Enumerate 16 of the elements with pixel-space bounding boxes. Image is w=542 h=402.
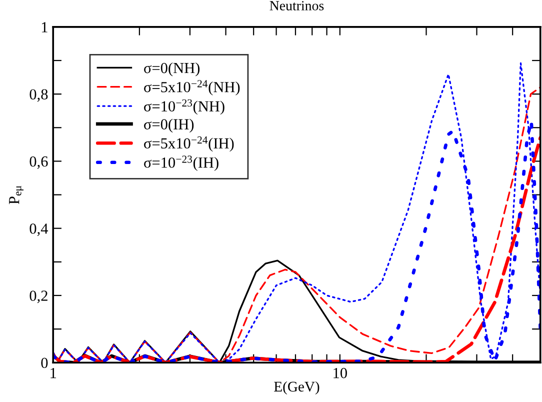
x-axis-title: E(GeV) (274, 381, 320, 395)
y-tick-label: 1 (42, 22, 48, 32)
y-tick-label: 0,4 (30, 223, 48, 236)
y-tick-label: 0,8 (30, 89, 48, 102)
y-tick-label: 0,2 (30, 290, 48, 304)
x-tick-label: 10 (334, 368, 347, 378)
y-tick-label: 0,6 (30, 156, 48, 169)
legend-label: σ=0(NH) (144, 62, 200, 76)
y-tick-label: 0 (41, 358, 48, 368)
legend-label: σ=10$^{−23}$(NH) (144, 99, 224, 115)
legend-label: σ=5x10$^{−24}$(IH) (144, 136, 234, 152)
chart-title: Neutrinos (270, 1, 324, 10)
y-axis-title: P$_{eμ}$ (9, 186, 24, 204)
legend-label: σ=5x10$^{−24}$(NH) (144, 80, 240, 96)
legend-label: σ=10$^{−23}$(IH) (144, 156, 218, 171)
legend-label: σ=0(IH) (144, 118, 194, 133)
